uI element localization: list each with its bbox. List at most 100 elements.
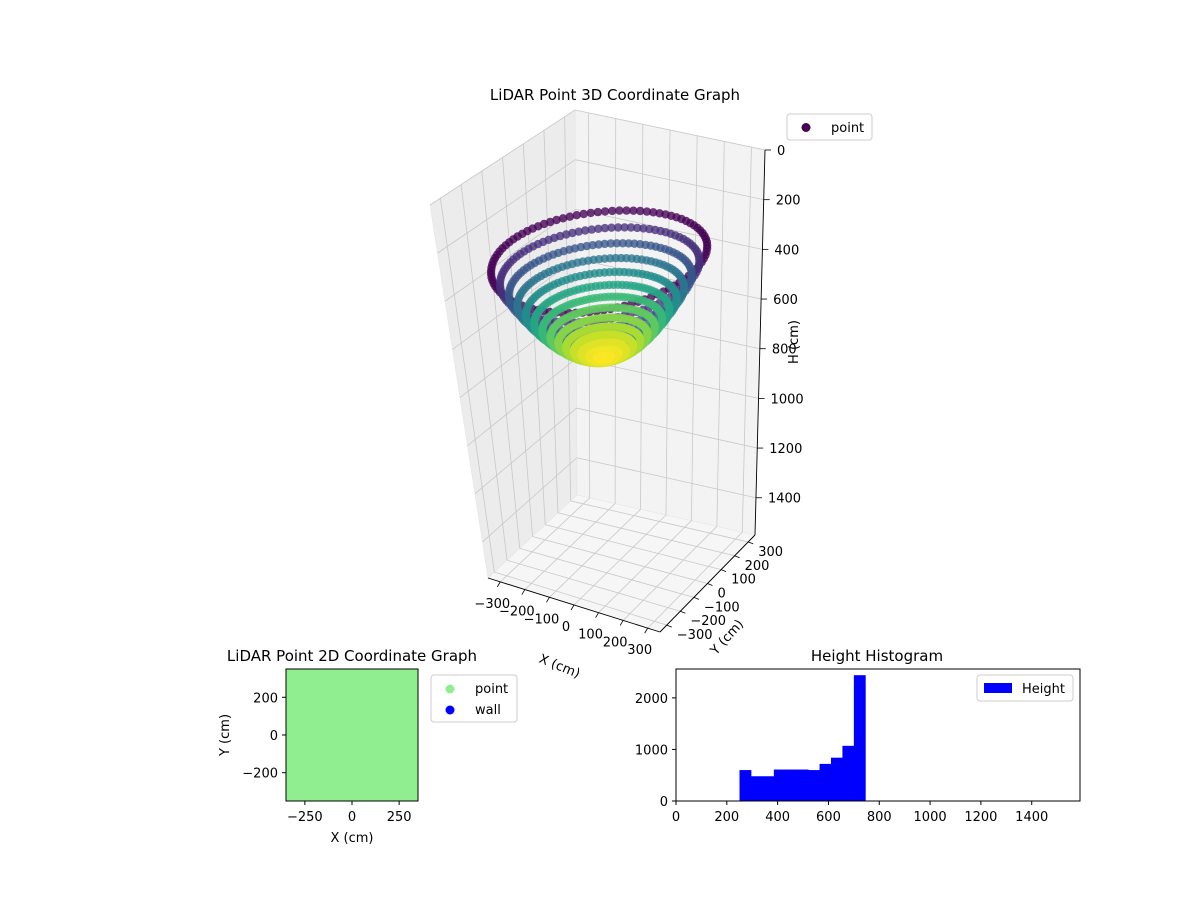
x-tick-label: −200 [499, 605, 535, 620]
data-point [629, 206, 638, 215]
y-tick-label: 200 [745, 559, 770, 574]
y-tick-mark [734, 555, 740, 559]
chart-3d-panes [429, 109, 766, 633]
grid-z-right-wall [444, 209, 576, 302]
histogram-bar [773, 769, 786, 801]
grid-z-right-wall [482, 457, 578, 543]
data-point [615, 206, 624, 215]
y-tick-label: 100 [731, 573, 756, 588]
chart-2d-title: LiDAR Point 2D Coordinate Graph [227, 647, 477, 665]
grid-x-wall [741, 147, 752, 533]
histogram-bars [739, 675, 866, 801]
chart-2d-y-tick-label: −200 [242, 767, 278, 782]
data-point [612, 239, 621, 248]
data-point [622, 206, 631, 215]
grid-z-left-wall [575, 208, 763, 250]
histogram-x-tick-label: 600 [816, 810, 841, 825]
data-point [581, 226, 590, 235]
data-point [639, 224, 648, 233]
data-point [587, 282, 596, 292]
data-point [574, 227, 583, 236]
data-point [593, 323, 602, 332]
grid-y-floor [570, 500, 749, 543]
data-point [596, 337, 605, 347]
histogram-bar [750, 776, 763, 801]
grid-z-left-wall [576, 407, 758, 449]
y-tick-label: 300 [758, 545, 783, 560]
y-tick-label: −200 [690, 614, 726, 629]
chart-3d-xlabel: X (cm) [537, 652, 582, 682]
chart-3d-legend-marker-point [801, 123, 811, 132]
histogram-legend-label: Height [1022, 682, 1065, 697]
z-tick-label: 1400 [768, 492, 801, 507]
z-tick-label: 600 [773, 293, 798, 308]
data-point [649, 208, 658, 217]
x-tick-mark [570, 604, 575, 611]
data-point [588, 294, 597, 303]
z-tick-label: 1200 [769, 442, 802, 457]
x-tick-mark [619, 620, 624, 626]
grid-y-floor [506, 559, 681, 612]
y-tick-mark [666, 624, 672, 628]
histogram-legend: Height [976, 674, 1074, 702]
histogram-x-tick-label: 200 [714, 810, 739, 825]
histogram-bar [785, 769, 798, 801]
chart-3d-title: LiDAR Point 3D Coordinate Graph [490, 86, 740, 104]
data-point [593, 207, 603, 217]
histogram-frame [675, 668, 1081, 802]
chart-2d-legend-label-wall: wall [475, 703, 501, 718]
histogram-bar [739, 770, 752, 801]
data-point [613, 223, 623, 232]
grid-y-floor [532, 536, 708, 584]
y-tick-mark [707, 583, 713, 586]
x-tick-mark [521, 589, 526, 595]
grid-z-right-wall [467, 358, 577, 446]
grid-y-wall [481, 171, 521, 549]
chart-2d-ylabel: Y (cm) [218, 714, 233, 757]
histogram-y-tick-label: 1000 [635, 743, 668, 758]
z-tick-label: 200 [776, 194, 801, 209]
z-tick-label: 0 [777, 144, 785, 159]
histogram-legend-swatch [984, 683, 1012, 693]
chart-3d-legend-label-point: point [831, 121, 864, 136]
grid-y-floor [519, 547, 695, 598]
chart-2d-legend-marker-wall [445, 705, 455, 715]
chart-2d-legend-marker-point [445, 684, 455, 694]
grid-y-wall [439, 198, 495, 573]
chart-2d-legend-label-point: point [475, 682, 508, 697]
grid-y-wall [460, 184, 508, 561]
data-point [636, 206, 645, 216]
histogram-title: Height Histogram [811, 647, 943, 665]
data-point [655, 209, 664, 218]
y-tick-mark [680, 610, 686, 614]
chart-2d-y-tick-label: 0 [270, 729, 278, 744]
chart-3d-zlabel: H (cm) [787, 320, 802, 364]
data-point [600, 207, 610, 216]
data-point [642, 207, 652, 216]
x-tick-label: 0 [562, 620, 570, 635]
data-point [568, 228, 577, 238]
x-tick-label: −100 [524, 612, 560, 627]
y-tick-mark [693, 596, 700, 600]
x-tick-mark [595, 612, 599, 618]
grid-y-floor [545, 524, 722, 571]
y-tick-label: −300 [677, 628, 713, 643]
grid-y-floor [494, 571, 667, 626]
x-tick-label: 200 [603, 635, 628, 650]
histogram-bar [842, 745, 855, 801]
chart-3d-legend: point [786, 113, 873, 141]
grid-x-wall [588, 112, 591, 498]
data-point [607, 223, 616, 232]
histogram-y-tick-label: 0 [660, 795, 668, 810]
histogram-bar [796, 769, 809, 801]
grid-z-left-wall [575, 258, 762, 300]
data-point [590, 304, 599, 314]
chart-3d-ticks: −300−200−1000100200300−300−200−100010020… [474, 144, 803, 658]
chart-2d-ticks: −250 0 250 −200 0 200 [242, 691, 411, 825]
histogram-x-tick-label: 0 [672, 810, 680, 825]
grid-x-wall [716, 141, 725, 527]
histogram-bar [819, 763, 832, 801]
data-point [565, 212, 574, 221]
data-point [618, 239, 627, 248]
grid-z-left-wall [575, 159, 764, 201]
